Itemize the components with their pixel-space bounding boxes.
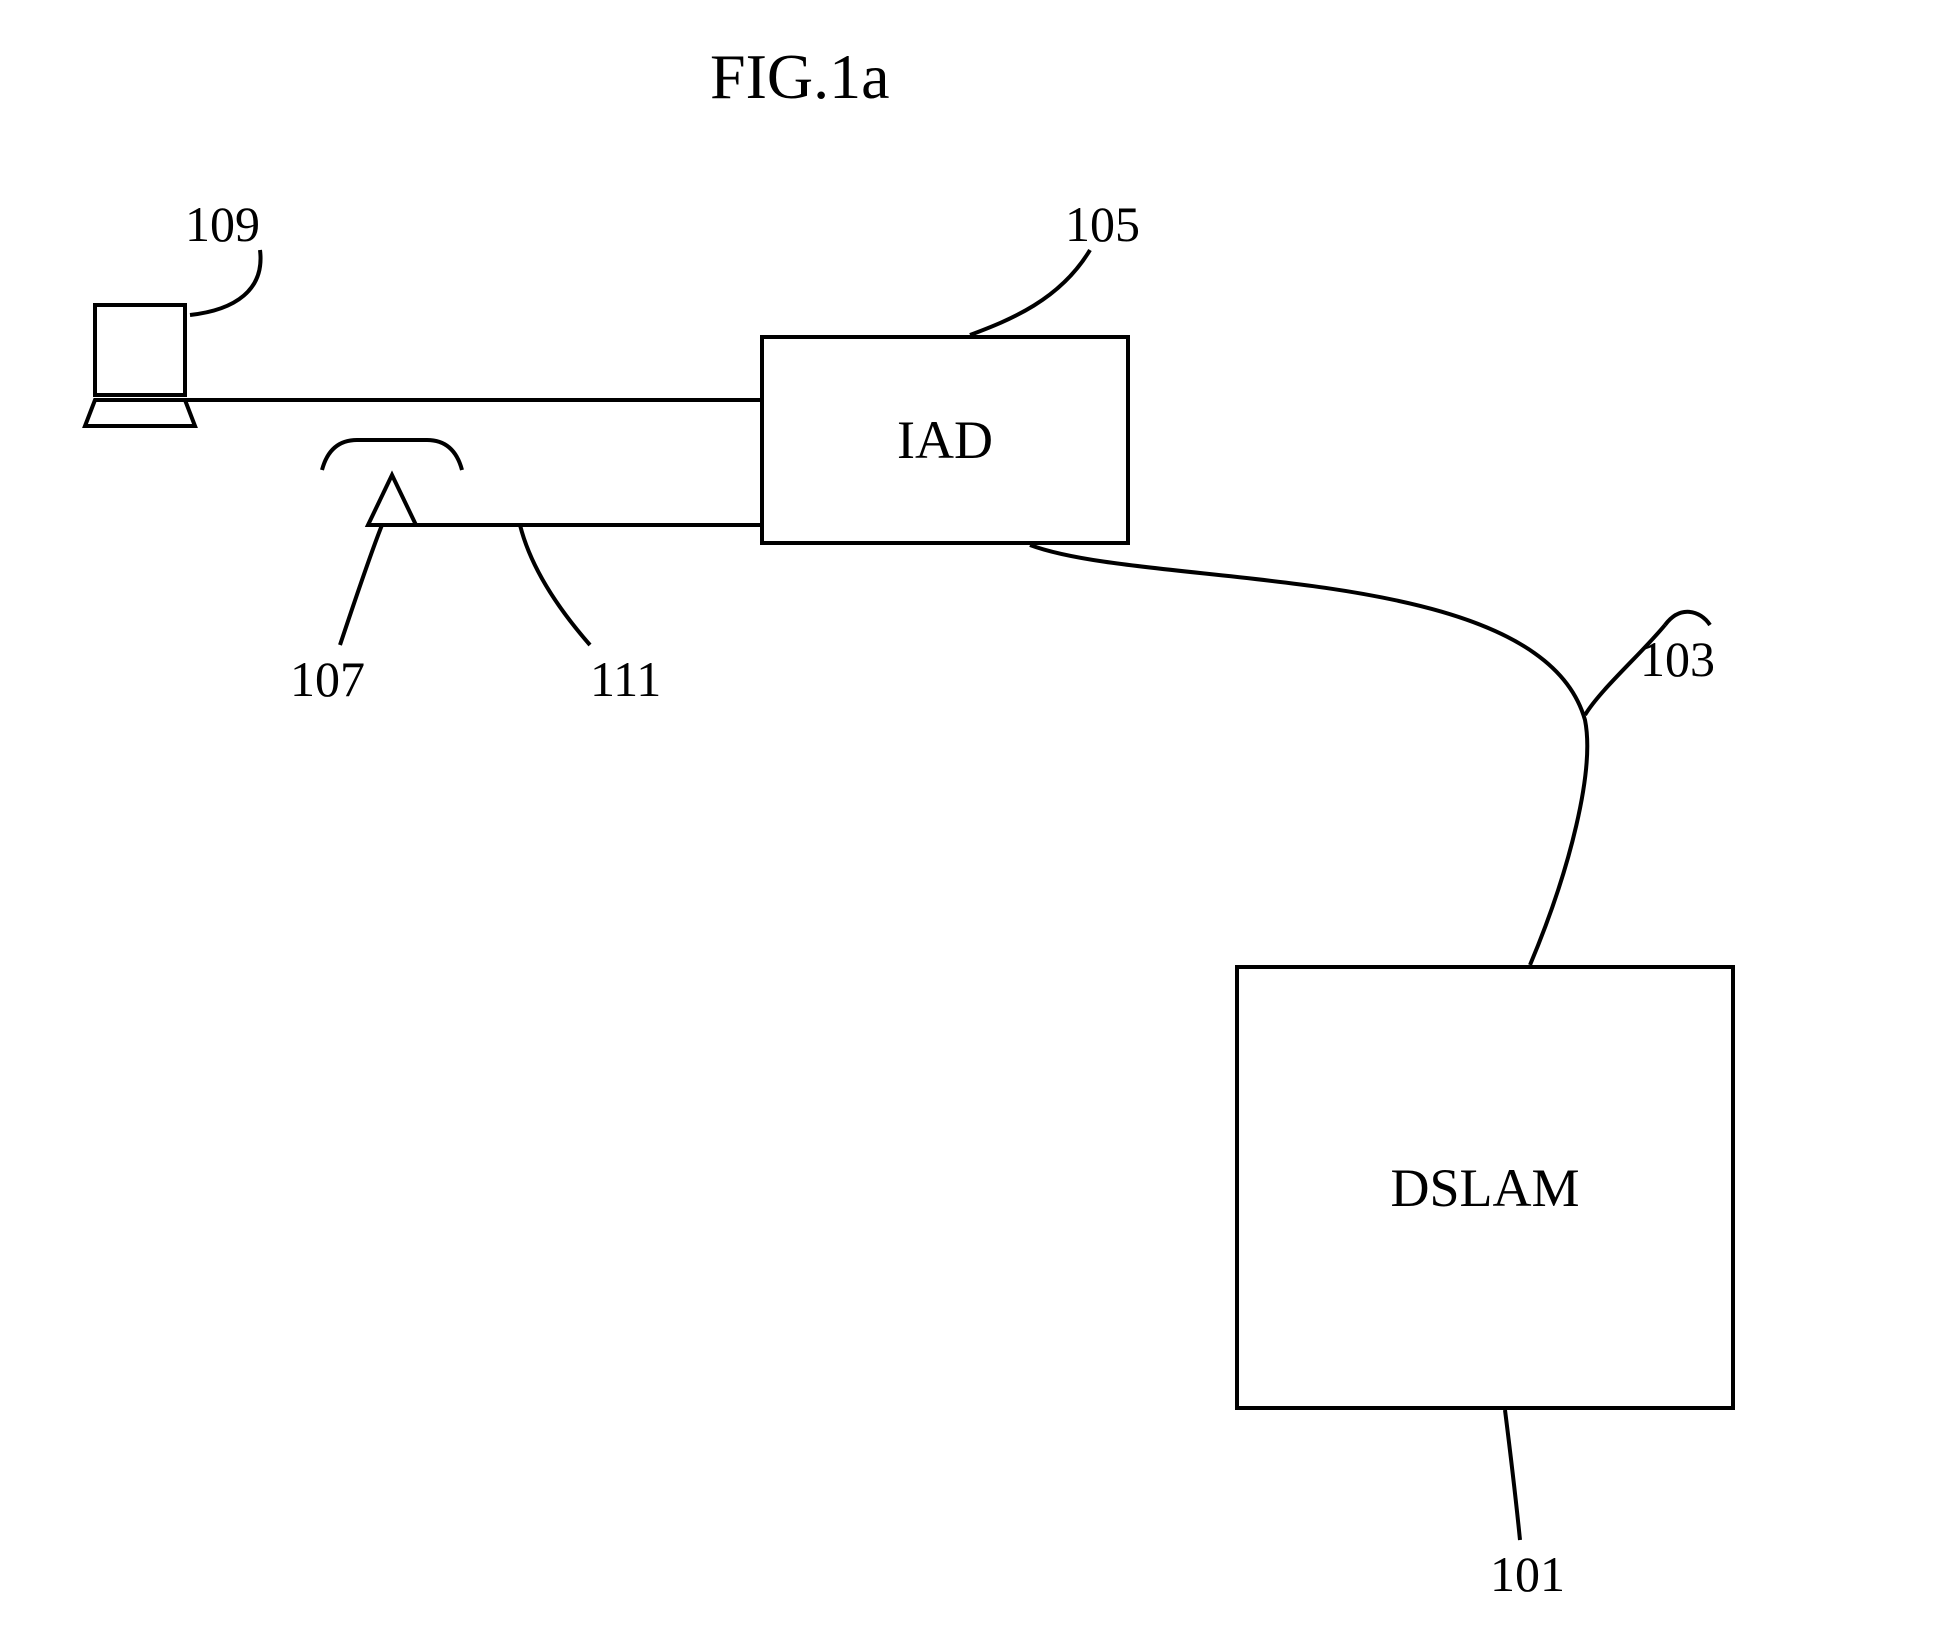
computer-monitor-icon: [95, 305, 185, 395]
ref-label-103: 103: [1640, 630, 1715, 688]
ref-label-109: 109: [185, 195, 260, 253]
ref-label-105: 105: [1065, 195, 1140, 253]
ref-label-101: 101: [1490, 1545, 1565, 1603]
leader-101: [1505, 1410, 1520, 1540]
iad-label: IAD: [897, 409, 993, 471]
leader-111: [520, 525, 590, 645]
phone-handset-icon: [322, 440, 462, 470]
iad-box: IAD: [760, 335, 1130, 545]
dslam-label: DSLAM: [1390, 1157, 1579, 1219]
figure-title: FIG.1a: [710, 40, 890, 114]
dslam-box: DSLAM: [1235, 965, 1735, 1410]
leader-103-tail: [1665, 612, 1710, 625]
computer-base-icon: [85, 400, 195, 426]
leader-105: [970, 250, 1090, 335]
phone-base-icon: [368, 475, 416, 525]
ref-label-111: 111: [590, 650, 661, 708]
ref-label-107: 107: [290, 650, 365, 708]
leader-109: [190, 250, 261, 315]
iad-dslam-connection: [1030, 545, 1587, 965]
leader-107: [340, 525, 382, 645]
